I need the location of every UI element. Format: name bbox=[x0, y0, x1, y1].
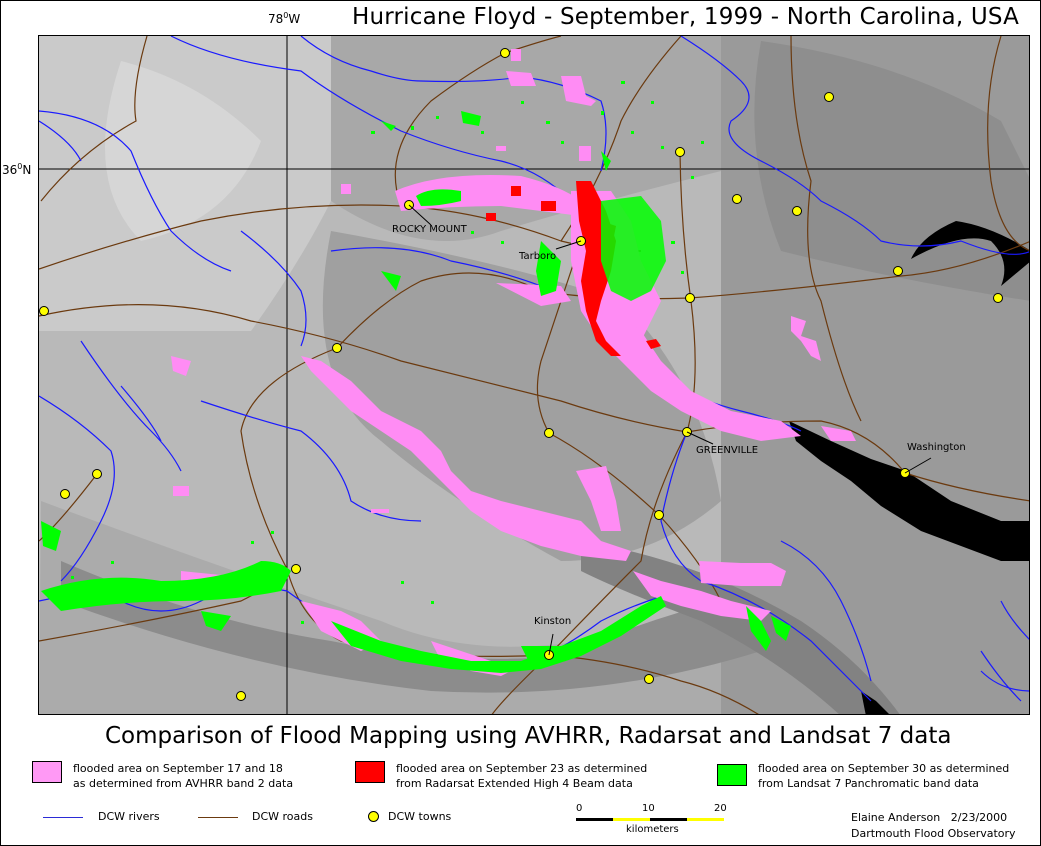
town-label-tarboro: Tarboro bbox=[519, 251, 557, 262]
legend-text-avhrr: flooded area on September 17 and 18 as de… bbox=[73, 762, 294, 790]
scale-segment bbox=[687, 818, 724, 821]
legend-swatch-radarsat bbox=[355, 761, 385, 783]
legend-swatch-landsat bbox=[717, 764, 747, 786]
scale-segment bbox=[650, 818, 687, 821]
map-canvas bbox=[39, 36, 1029, 714]
scale-unit: kilometers bbox=[626, 824, 679, 835]
town-label-kinston: Kinston bbox=[534, 616, 572, 627]
town-label-rocky-mount: ROCKY MOUNT bbox=[392, 224, 467, 235]
roads-line-sample bbox=[198, 817, 238, 818]
flood-map[interactable]: ROCKY MOUNT Tarboro GREENVILLE Washingto… bbox=[38, 35, 1030, 715]
scale-segment bbox=[613, 818, 650, 821]
map-title: Hurricane Floyd - September, 1999 - Nort… bbox=[352, 4, 1020, 30]
scale-tick-0: 0 bbox=[576, 803, 583, 814]
latitude-label: 360N bbox=[2, 162, 32, 177]
town-label-greenville: GREENVILLE bbox=[696, 445, 759, 456]
scale-tick-10: 10 bbox=[642, 803, 655, 814]
credit-organization: Dartmouth Flood Observatory bbox=[851, 827, 1016, 840]
scale-tick-20: 20 bbox=[714, 803, 727, 814]
rivers-line-sample bbox=[43, 817, 83, 818]
legend-swatch-avhrr bbox=[32, 761, 62, 783]
legend-label-roads: DCW roads bbox=[252, 810, 313, 823]
town-label-washington: Washington bbox=[907, 442, 966, 453]
legend-title: Comparison of Flood Mapping using AVHRR,… bbox=[105, 723, 952, 749]
scale-segment bbox=[576, 818, 613, 821]
legend-label-rivers: DCW rivers bbox=[98, 810, 160, 823]
legend-label-towns: DCW towns bbox=[388, 810, 452, 823]
town-dot-icon bbox=[368, 811, 379, 822]
legend-text-landsat: flooded area on September 30 as determin… bbox=[758, 762, 1010, 790]
credit-author-date: Elaine Anderson 2/23/2000 bbox=[851, 811, 1008, 824]
legend-text-radarsat: flooded area on September 23 as determin… bbox=[396, 762, 648, 790]
longitude-label: 780W bbox=[268, 11, 301, 26]
